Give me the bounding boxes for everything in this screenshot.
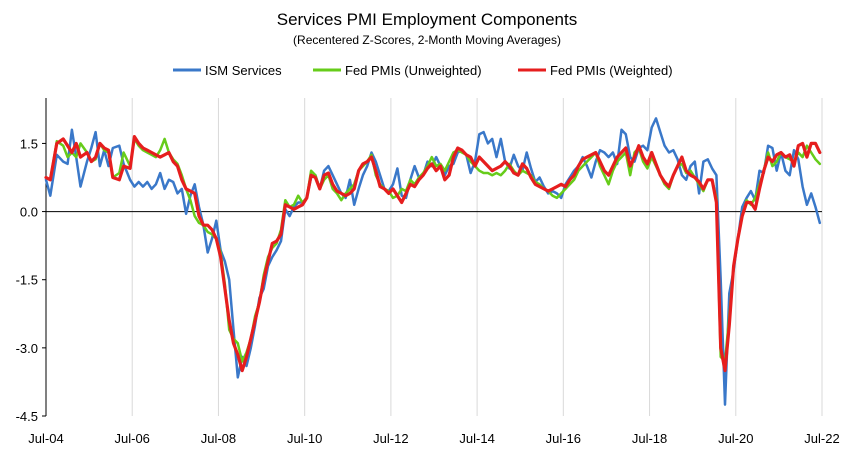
- x-tick-label: Jul-08: [201, 431, 236, 446]
- chart-subtitle: (Recentered Z-Scores, 2-Month Moving Ave…: [293, 33, 561, 47]
- tick-labels: 1.5 0.0 -1.5 -3.0 -4.5 Jul-04 Jul-06 Jul-08 Jul-…: [16, 136, 840, 446]
- x-tick-label: Jul-22: [804, 431, 839, 446]
- series-lines: [44, 117, 822, 406]
- y-tick-label: -1.5: [16, 273, 38, 288]
- axes: [42, 98, 822, 417]
- x-tick-label: Jul-18: [632, 431, 667, 446]
- x-tick-label: Jul-16: [546, 431, 581, 446]
- series-line-fed-pmis-unweighted: [44, 137, 822, 363]
- legend: ISM Services Fed PMIs (Unweighted) Fed PMI…: [173, 63, 673, 78]
- x-tick-label: Jul-12: [373, 431, 408, 446]
- x-tick-label: Jul-20: [718, 431, 753, 446]
- y-tick-label: -4.5: [16, 409, 38, 424]
- legend-label: ISM Services: [205, 63, 282, 78]
- series-line-ism-services: [44, 117, 822, 406]
- x-tick-label: Jul-06: [115, 431, 150, 446]
- x-tick-label: Jul-10: [287, 431, 322, 446]
- chart-title: Services PMI Employment Components: [277, 10, 577, 29]
- y-tick-label: -3.0: [16, 341, 38, 356]
- legend-label: Fed PMIs (Weighted): [550, 63, 673, 78]
- x-tick-label: Jul-04: [28, 431, 63, 446]
- x-tick-label: Jul-14: [459, 431, 494, 446]
- legend-label: Fed PMIs (Unweighted): [345, 63, 482, 78]
- y-tick-label: 1.5: [20, 136, 38, 151]
- series-line-fed-pmis-weighted: [44, 135, 822, 373]
- y-tick-label: 0.0: [20, 205, 38, 220]
